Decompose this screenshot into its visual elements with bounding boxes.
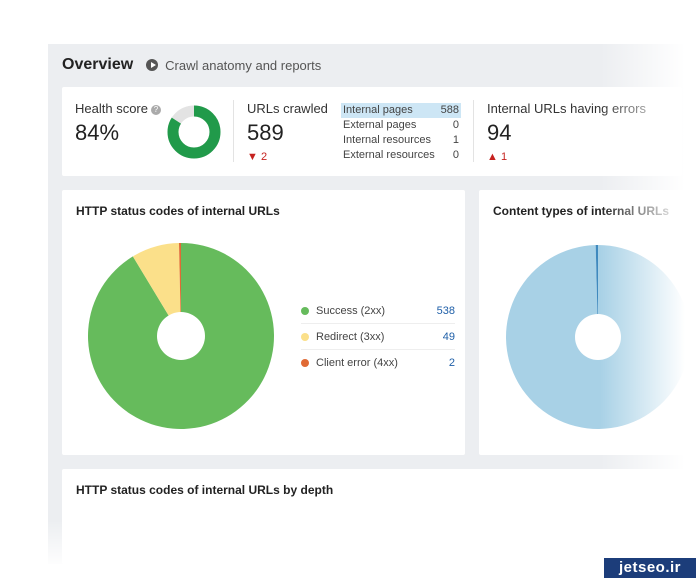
card-title: Content types of internal URLs xyxy=(493,204,670,218)
video-link[interactable]: Crawl anatomy and reports xyxy=(165,57,322,73)
breakdown-row-internal-resources[interactable]: Internal resources 1 xyxy=(341,133,461,148)
legend-row-client-error[interactable]: Client error (4xx) 2 xyxy=(301,351,455,375)
crawl-breakdown: Internal pages 588 External pages 0 Intern… xyxy=(341,103,461,163)
divider xyxy=(233,100,234,162)
errors-delta: ▲ 1 xyxy=(487,151,508,163)
breakdown-label: Internal pages xyxy=(343,104,413,116)
legend-value[interactable]: 2 xyxy=(448,357,455,369)
breakdown-value: 0 xyxy=(452,119,459,131)
health-score-value: 84% xyxy=(75,120,120,145)
content-types-pie xyxy=(506,245,690,429)
legend-row-success[interactable]: Success (2xx) 538 xyxy=(301,299,455,324)
http-status-pie xyxy=(88,243,274,429)
breakdown-row-external-resources[interactable]: External resources 0 xyxy=(341,148,461,163)
urls-crawled-value[interactable]: 589 xyxy=(247,120,284,145)
pie-slice-other[interactable] xyxy=(595,245,598,337)
legend-value[interactable]: 49 xyxy=(442,331,455,343)
pie-slice-redirect[interactable] xyxy=(132,243,181,336)
errors-value[interactable]: 94 xyxy=(487,120,512,145)
urls-crawled-delta: ▼ 2 xyxy=(247,151,268,163)
help-icon[interactable]: ? xyxy=(150,105,161,115)
health-score-label: Health score? xyxy=(75,101,161,116)
overview-panel: Overview Crawl anatomy and reports Healt… xyxy=(48,44,700,564)
overview-header: Overview Crawl anatomy and reports xyxy=(62,56,321,74)
breakdown-row-internal-pages[interactable]: Internal pages 588 xyxy=(341,103,461,118)
urls-crawled-label: URLs crawled xyxy=(247,101,328,116)
legend-label: Client error (4xx) xyxy=(316,357,398,369)
legend-label: Redirect (3xx) xyxy=(316,331,385,343)
breakdown-label: Internal resources xyxy=(343,134,432,146)
stats-bar: Health score? 84% URLs crawled 589 ▼ 2 I… xyxy=(62,87,682,176)
content-types-card: Content types of internal URLs xyxy=(479,190,700,455)
http-status-card: HTTP status codes of internal URLs Succe… xyxy=(62,190,465,455)
card-title: HTTP status codes of internal URLs by de… xyxy=(76,483,334,497)
legend-label: Success (2xx) xyxy=(316,305,386,317)
page-title: Overview xyxy=(62,56,134,73)
legend-swatch xyxy=(301,307,309,315)
breakdown-value: 588 xyxy=(440,104,459,116)
breakdown-label: External pages xyxy=(343,119,417,131)
play-icon[interactable] xyxy=(146,59,159,71)
donut-hole xyxy=(575,314,621,360)
health-score-arc xyxy=(167,105,221,159)
errors-label: Internal URLs having errors xyxy=(487,101,646,116)
breakdown-label: External resources xyxy=(343,149,435,161)
card-title: HTTP status codes of internal URLs xyxy=(76,204,280,218)
breakdown-row-external-pages[interactable]: External pages 0 xyxy=(341,118,461,133)
watermark-logo: jetseo.ir xyxy=(604,558,696,578)
breakdown-value: 1 xyxy=(452,134,459,146)
divider xyxy=(473,100,474,162)
legend-swatch xyxy=(301,333,309,341)
legend-value[interactable]: 538 xyxy=(436,305,455,317)
donut-hole xyxy=(157,312,205,360)
health-score-label-text: Health score xyxy=(75,101,148,116)
legend-row-redirect[interactable]: Redirect (3xx) 49 xyxy=(301,325,455,350)
breakdown-value: 0 xyxy=(452,149,459,161)
depth-card: HTTP status codes of internal URLs by de… xyxy=(62,469,700,564)
health-score-gauge xyxy=(167,105,221,159)
legend-swatch xyxy=(301,359,309,367)
